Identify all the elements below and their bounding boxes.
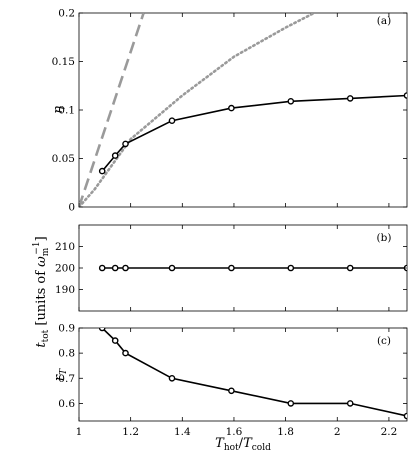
x-tick-label: 1.4 [174, 426, 191, 438]
y-axis-label-a: η [51, 106, 66, 114]
y-axis-label-c: rT [52, 368, 69, 381]
data-point [111, 264, 119, 272]
y-tick-label: 0.2 [58, 8, 75, 20]
plot-layer: 0 0.05 0.1 0.15 0.2 190 200 210 0.6 0.7 0.8 0.9 1 1.2… [52, 8, 407, 438]
data-point [403, 92, 407, 99]
y-tick-label: 0.1 [58, 105, 75, 117]
panel-c-series [98, 328, 407, 420]
data-point [122, 140, 129, 148]
data-point [287, 400, 295, 407]
data-point [228, 104, 235, 112]
data-point [228, 387, 235, 395]
x-axis-label: Thot/Tcold [215, 436, 271, 453]
panel-b-label: (b) [377, 232, 392, 244]
y-tick-label: 0.15 [52, 56, 75, 68]
x-tick-label: 1.8 [277, 426, 294, 438]
y-tick-label: 0.7 [58, 373, 75, 385]
series-line-dashed [79, 13, 145, 207]
panel-c-frame [78, 327, 408, 422]
x-axis-label-text: Thot/Tcold [215, 436, 271, 453]
data-point [98, 264, 106, 272]
y-axis-labels: η ttot [units of ωm−1] rT [32, 106, 69, 381]
series-line [101, 94, 407, 172]
y-tick-label: 210 [55, 241, 75, 253]
y-tick-label: 0.05 [52, 153, 75, 165]
data-point [346, 400, 354, 407]
panel-b-series [98, 264, 407, 272]
data-point [346, 264, 354, 272]
y-tick-label: 0.6 [58, 398, 75, 410]
x-tick-label: 2.2 [381, 426, 398, 438]
data-point [287, 98, 295, 105]
data-point [111, 152, 119, 159]
data-point [346, 95, 354, 102]
x-tick-label: 1 [76, 426, 83, 438]
panel-a-label: (a) [377, 15, 391, 27]
data-point [122, 349, 129, 357]
data-point [168, 117, 176, 124]
data-point [228, 264, 235, 272]
series-line-dotted [79, 13, 316, 207]
x-tick-label: 2 [334, 426, 341, 438]
y-tick-label: 0.9 [58, 323, 75, 335]
data-point [168, 374, 176, 382]
panel-a-series [79, 13, 407, 207]
y-axis-label-b: ttot [units of ωm−1] [32, 236, 51, 347]
y-tick-label: 0.8 [58, 348, 75, 360]
y-tick-label: 0 [68, 202, 75, 214]
x-tick-label: 1.2 [122, 426, 139, 438]
series-line [101, 328, 407, 417]
data-point [168, 264, 176, 272]
data-point [98, 167, 106, 175]
data-point [403, 412, 407, 420]
y-tick-label: 190 [55, 284, 75, 296]
data-point [98, 328, 106, 332]
panel-c-label: (c) [377, 335, 391, 347]
data-point [287, 264, 295, 272]
data-point [122, 264, 129, 272]
panel-a-frame [78, 12, 408, 208]
data-point [111, 337, 119, 344]
y-tick-label: 200 [55, 263, 75, 275]
x-tick-label: 1.6 [226, 426, 243, 438]
